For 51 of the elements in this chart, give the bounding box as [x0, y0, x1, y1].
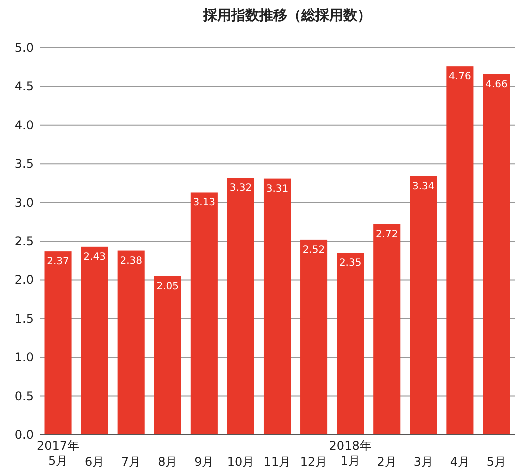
data-label: 3.34 — [412, 181, 435, 192]
bar — [483, 74, 510, 435]
bar — [44, 252, 72, 435]
y-tick-label: 0.5 — [14, 389, 34, 404]
y-tick-label: 3.0 — [14, 196, 34, 210]
bar — [410, 176, 438, 435]
x-tick-label: 12月 — [300, 455, 328, 469]
bar — [154, 276, 182, 435]
chart-title: 採用指数推移（総採用数） — [202, 8, 372, 24]
data-label: 4.66 — [486, 79, 508, 90]
y-tick-label: 1.5 — [14, 312, 34, 326]
bar — [81, 246, 108, 435]
data-label: 2.35 — [339, 258, 362, 270]
x-tick-label: 3月 — [414, 455, 434, 469]
data-label: 2.37 — [47, 256, 70, 268]
data-label: 2.43 — [84, 252, 106, 263]
x-tick-label: 7月 — [122, 455, 142, 469]
x-tick-label: 2017年 5月 — [36, 439, 80, 468]
x-tick-label: 5月 — [486, 455, 507, 469]
data-label: 2.72 — [376, 229, 398, 240]
bar — [227, 178, 254, 435]
bar — [374, 224, 401, 435]
data-label: 2.05 — [156, 281, 180, 292]
y-tick-label: 1.0 — [14, 350, 34, 365]
x-tick-label: 2月 — [377, 455, 397, 469]
data-label: 2.38 — [120, 256, 142, 267]
bar — [337, 253, 364, 435]
x-tick-label: 11月 — [264, 455, 292, 469]
x-tick-label: 10月 — [227, 455, 255, 469]
x-tick-label: 6月 — [84, 455, 105, 469]
x-tick-label: 2018年 1月 — [329, 439, 372, 468]
bar — [264, 178, 292, 435]
bar — [118, 250, 145, 435]
data-label: 3.31 — [266, 184, 289, 195]
y-tick-label: 2.5 — [14, 234, 34, 248]
y-tick-label: 0.0 — [14, 428, 34, 442]
x-tick-label: 9月 — [194, 455, 214, 469]
y-tick-label: 2.0 — [14, 273, 34, 288]
y-tick-label: 4.0 — [14, 118, 34, 132]
data-label: 3.13 — [193, 198, 216, 209]
y-tick-label: 3.5 — [14, 157, 34, 172]
bar — [446, 66, 474, 435]
bar — [190, 192, 218, 435]
x-tick-label: 8月 — [158, 455, 178, 469]
y-tick-label: 5.0 — [14, 41, 34, 55]
data-label: 3.32 — [230, 183, 252, 194]
data-label: 2.52 — [302, 244, 326, 256]
y-tick-label: 4.5 — [14, 80, 34, 94]
x-tick-label: 4月 — [450, 455, 470, 469]
bar — [300, 240, 328, 435]
data-label: 4.76 — [449, 72, 472, 83]
